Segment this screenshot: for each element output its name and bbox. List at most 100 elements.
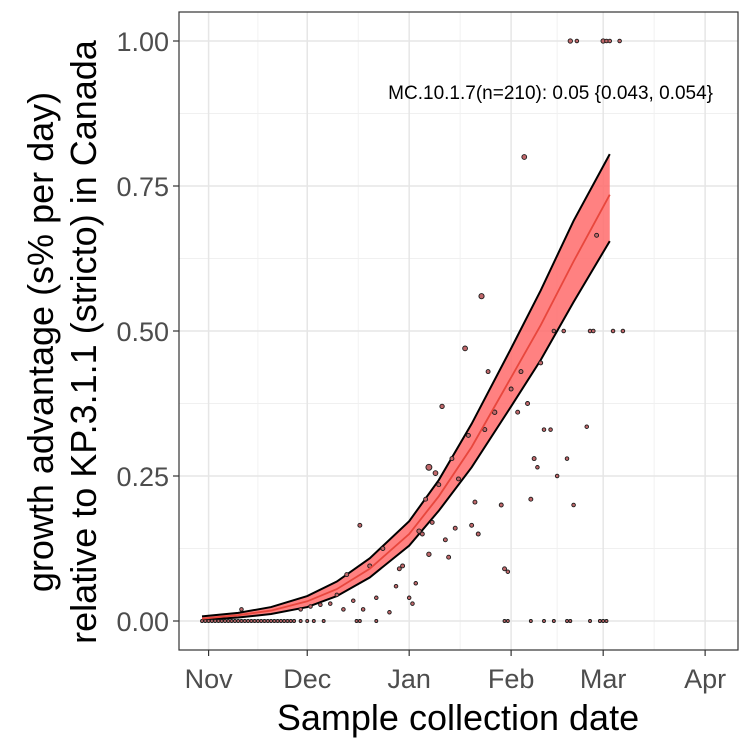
data-point xyxy=(209,619,214,623)
data-point xyxy=(528,496,534,502)
data-point xyxy=(344,572,350,578)
data-point xyxy=(298,607,303,612)
x-tick-label: Apr xyxy=(684,664,726,694)
upper-bound-line xyxy=(201,153,611,618)
data-point xyxy=(265,619,270,623)
x-tick-label: Dec xyxy=(283,664,331,694)
data-point xyxy=(601,619,606,623)
data-point xyxy=(456,476,461,482)
data-point xyxy=(374,619,379,623)
confidence-ribbon xyxy=(201,153,611,621)
data-point xyxy=(561,328,566,334)
data-point xyxy=(334,592,340,598)
data-point xyxy=(505,569,511,574)
data-point xyxy=(584,424,589,429)
y-tick-label: 0.50 xyxy=(116,317,169,347)
data-point xyxy=(213,619,218,623)
data-point xyxy=(419,531,425,537)
data-point xyxy=(357,619,362,623)
data-point xyxy=(374,595,379,601)
data-point xyxy=(282,619,287,623)
data-point xyxy=(203,619,208,623)
data-point xyxy=(259,619,264,623)
data-point xyxy=(242,619,247,623)
x-tick-label: Jan xyxy=(387,664,431,694)
data-point xyxy=(288,619,293,623)
y-tick-label: 0.25 xyxy=(116,462,169,492)
data-point xyxy=(551,328,557,334)
data-point xyxy=(538,360,544,366)
data-point xyxy=(515,409,521,415)
data-point xyxy=(380,546,386,551)
data-point xyxy=(206,619,211,623)
data-point xyxy=(565,619,569,623)
data-point xyxy=(568,619,573,623)
data-point xyxy=(239,607,244,612)
data-point xyxy=(567,38,573,44)
data-point xyxy=(200,619,204,623)
data-point xyxy=(554,473,560,479)
data-point xyxy=(502,566,507,572)
data-point xyxy=(436,482,442,488)
data-point xyxy=(531,456,537,462)
x-tick-label: Mar xyxy=(580,664,627,694)
x-axis-title: Sample collection date xyxy=(277,697,639,738)
data-point xyxy=(285,619,290,623)
data-point xyxy=(292,619,297,623)
data-point xyxy=(492,409,498,415)
data-point xyxy=(321,619,326,623)
data-point xyxy=(588,619,592,623)
x-axis-ticks: Nov Dec Jan Feb Mar Apr xyxy=(185,650,726,694)
data-point xyxy=(278,619,283,623)
data-point xyxy=(360,607,366,612)
data-point xyxy=(429,519,435,525)
data-point xyxy=(452,525,458,531)
y-tick-label: 0.75 xyxy=(116,172,169,202)
data-point xyxy=(396,566,402,572)
data-point xyxy=(272,619,277,623)
data-point xyxy=(482,427,488,433)
data-point xyxy=(357,522,363,528)
data-point xyxy=(469,522,475,528)
data-point xyxy=(269,619,274,623)
data-point xyxy=(521,154,528,160)
data-point xyxy=(308,604,313,609)
data-point xyxy=(354,619,359,623)
data-point xyxy=(226,619,231,623)
data-point xyxy=(597,619,602,623)
data-point xyxy=(610,328,616,334)
data-point xyxy=(255,619,260,623)
data-point xyxy=(475,531,481,537)
data-point xyxy=(275,619,280,623)
fit-line xyxy=(201,194,611,620)
x-tick-label: Nov xyxy=(185,664,234,694)
data-point xyxy=(541,427,547,432)
data-point xyxy=(305,619,310,623)
data-point xyxy=(617,38,622,44)
data-point xyxy=(502,619,507,623)
data-point xyxy=(341,607,346,612)
data-point xyxy=(542,619,546,623)
data-point xyxy=(393,583,399,589)
data-point xyxy=(328,601,333,606)
data-point xyxy=(246,619,251,623)
data-point xyxy=(591,328,596,334)
data-point xyxy=(216,619,221,623)
data-point xyxy=(465,432,471,438)
grid-lines xyxy=(179,12,738,650)
data-point xyxy=(498,502,504,508)
data-point xyxy=(232,619,237,623)
data-point xyxy=(311,619,316,623)
data-point xyxy=(249,619,254,623)
data-point xyxy=(472,499,478,505)
data-point xyxy=(298,619,303,623)
data-point xyxy=(525,401,531,406)
data-point xyxy=(607,38,613,44)
data-point xyxy=(535,465,540,470)
lower-bound-line xyxy=(201,240,611,621)
data-point xyxy=(252,619,257,623)
data-point xyxy=(548,427,553,432)
data-point xyxy=(239,619,244,623)
data-point xyxy=(551,619,556,623)
